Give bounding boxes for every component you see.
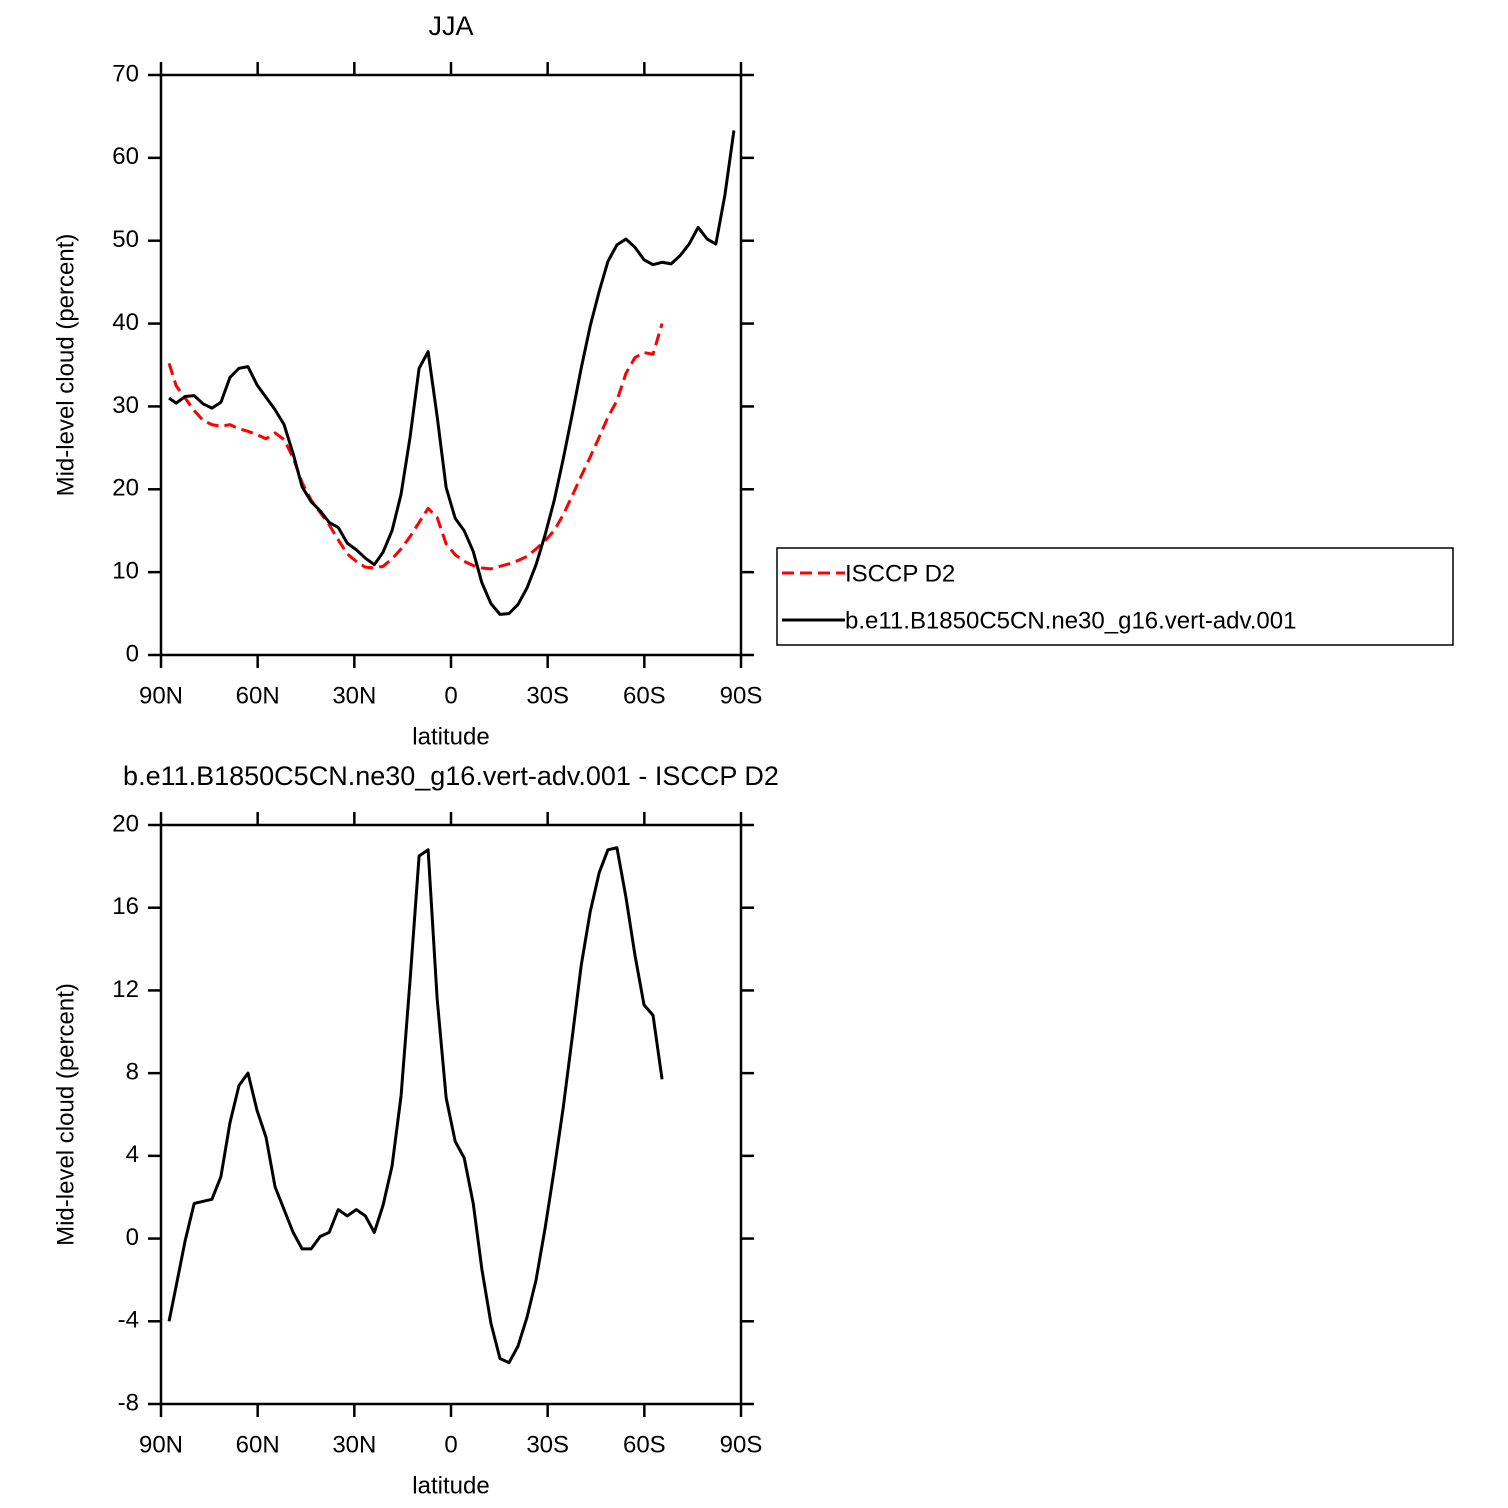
series-line	[167, 323, 664, 571]
y-tick-label: 70	[112, 60, 139, 87]
x-tick-label: 0	[444, 682, 457, 709]
y-tick-label: 12	[112, 976, 139, 1003]
plot-frame	[159, 73, 743, 657]
x-tick-label: 90N	[139, 682, 183, 709]
y-axis-label: Mid-level cloud (percent)	[52, 983, 79, 1246]
x-tick-label: 60N	[236, 1431, 280, 1458]
y-tick-label: 16	[112, 893, 139, 920]
x-tick-label: 30N	[332, 1431, 376, 1458]
y-tick-label: 40	[112, 309, 139, 336]
legend-box	[776, 547, 1454, 646]
chart-title: JJA	[428, 11, 473, 41]
x-tick-label: 90N	[139, 1431, 183, 1458]
legend-label: b.e11.B1850C5CN.ne30_g16.vert-adv.001	[845, 607, 1296, 634]
x-tick-label: 30S	[526, 1431, 569, 1458]
x-tick-label: 90S	[720, 682, 763, 709]
legend-label: ISCCP D2	[845, 560, 955, 587]
chart-title: b.e11.B1850C5CN.ne30_g16.vert-adv.001 - …	[123, 761, 779, 791]
x-tick-label: 60S	[623, 682, 666, 709]
y-axis-label: Mid-level cloud (percent)	[52, 234, 79, 497]
series-line	[167, 846, 664, 1365]
y-tick-label: 50	[112, 226, 139, 253]
y-tick-label: 30	[112, 392, 139, 419]
y-tick-label: 60	[112, 143, 139, 170]
x-tick-label: 30S	[526, 682, 569, 709]
x-axis-label: latitude	[412, 1472, 489, 1499]
y-tick-label: 4	[126, 1141, 139, 1168]
x-tick-label: 30N	[332, 682, 376, 709]
y-tick-label: 0	[126, 1224, 139, 1251]
y-tick-label: 0	[126, 640, 139, 667]
x-tick-label: 0	[444, 1431, 457, 1458]
x-tick-label: 60N	[236, 682, 280, 709]
series-line	[168, 130, 736, 616]
y-tick-label: 20	[112, 810, 139, 837]
y-tick-label: 10	[112, 557, 139, 584]
x-tick-label: 60S	[623, 1431, 666, 1458]
y-tick-label: 8	[126, 1058, 139, 1085]
x-tick-label: 90S	[720, 1431, 763, 1458]
y-tick-label: -8	[118, 1389, 139, 1416]
x-axis-label: latitude	[412, 723, 489, 750]
y-tick-label: 20	[112, 475, 139, 502]
y-tick-label: -4	[118, 1307, 139, 1334]
